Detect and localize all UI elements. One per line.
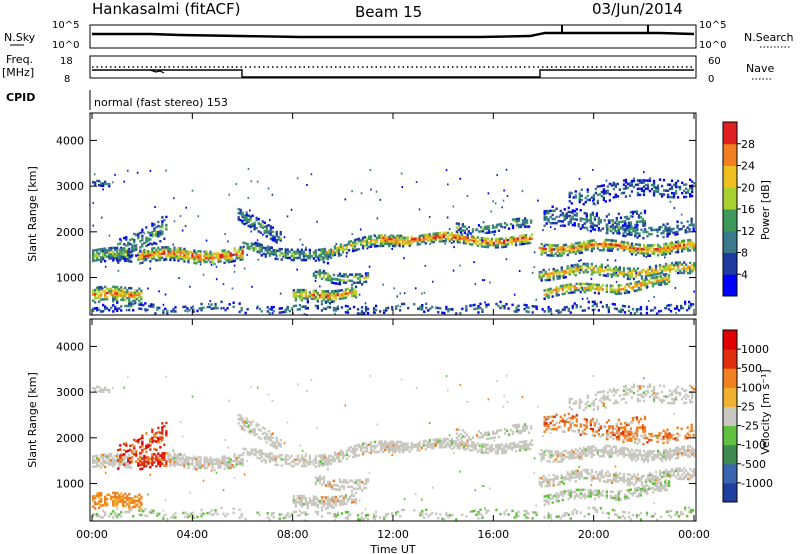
colorbar-segment [723, 349, 737, 369]
colorbar-tick: 25 [741, 400, 755, 413]
nave-tick-high: 60 [708, 56, 721, 67]
nsearch-tick-high: 10^5 [699, 20, 726, 31]
ytick-label: 3000 [56, 386, 84, 399]
nsky-trace [92, 31, 695, 39]
ytick-label: 4000 [56, 134, 84, 147]
velocity-scatter [92, 374, 696, 522]
nsky-tick-low: 10^0 [52, 40, 79, 51]
power-ylabel: Slant Range [km] [26, 166, 39, 262]
colorbar-tick: 16 [741, 203, 755, 216]
cpid-text: normal (fast stereo) 153 [94, 96, 228, 109]
power-panel: 4000 3000 2000 1000 Slant Range [km] [26, 112, 697, 316]
freq-panel: 18 8 60 0 Freq. [MHz] Nave [2, 53, 774, 85]
colorbar-tick: 8 [741, 247, 748, 260]
colorbar-segment [723, 274, 737, 297]
colorbar-tick: 28 [741, 138, 755, 151]
colorbar-segment [723, 165, 737, 188]
colorbar-segment [723, 187, 737, 210]
beam-title: Beam 15 [355, 3, 422, 21]
colorbar-tick: -25 [741, 420, 759, 433]
freq-label: Freq. [6, 53, 33, 66]
colorbar-segment [723, 425, 737, 446]
cpid-label: CPID [6, 91, 35, 104]
velocity-cbar-label: Velocity [m s⁻¹] [759, 369, 772, 454]
colorbar-tick: 1000 [741, 343, 769, 356]
colorbar-tick: 100 [741, 381, 762, 394]
ytick-label: 4000 [56, 340, 84, 353]
nsky-label: N.Sky [4, 31, 36, 44]
nsky-tick-high: 10^5 [52, 20, 79, 31]
xtick-label: 16:00 [477, 528, 509, 541]
velocity-colorbar: 1000 500 100 25 -25 -100 -500 -1000 [722, 329, 773, 503]
ytick-label: 1000 [56, 272, 84, 285]
power-scatter [92, 167, 696, 316]
colorbar-tick: -500 [741, 458, 766, 471]
time-xlabel: Time UT [369, 543, 415, 554]
velocity-ylabel: Slant Range [km] [26, 372, 39, 468]
freq-tick-high: 18 [60, 56, 73, 67]
xtick-label: 08:00 [277, 528, 309, 541]
nave-tick-low: 0 [708, 74, 714, 85]
colorbar-segment [723, 230, 737, 253]
colorbar-segment [723, 368, 737, 388]
colorbar-tick: 500 [741, 362, 762, 375]
noise-panel: 10^5 10^0 10^5 10^0 N.Sky N.Search [4, 20, 794, 51]
ytick-label: 2000 [56, 226, 84, 239]
nave-label: Nave [746, 62, 774, 75]
colorbar-segment [723, 482, 737, 503]
colorbar-segment [723, 252, 737, 275]
colorbar-segment [723, 143, 737, 166]
colorbar-tick: -100 [741, 439, 766, 452]
colorbar-segment [723, 406, 737, 427]
velocity-panel: 4000 3000 2000 1000 00:00 04:00 08:00 12:00 16:… [26, 318, 710, 554]
colorbar-segment [723, 463, 737, 484]
colorbar-tick: 12 [741, 225, 755, 238]
colorbar-tick: 24 [741, 160, 755, 173]
xtick-label: 00:00 [76, 528, 108, 541]
colorbar-tick: -1000 [741, 477, 773, 490]
colorbar-tick: 4 [741, 268, 748, 281]
power-cbar-label: Power [dB] [759, 180, 772, 240]
power-colorbar: 28 24 20 16 12 8 4 [722, 121, 755, 297]
nsearch-tick-low: 10^0 [699, 40, 726, 51]
freq-tick-low: 8 [64, 74, 70, 85]
xtick-label: 20:00 [578, 528, 610, 541]
ytick-label: 1000 [56, 478, 84, 491]
cpid-row: CPID normal (fast stereo) 153 [6, 90, 228, 110]
colorbar-segment [723, 330, 737, 350]
xtick-label: 12:00 [377, 528, 409, 541]
xtick-label: 04:00 [176, 528, 208, 541]
colorbar-segment [723, 209, 737, 232]
colorbar-segment [723, 387, 737, 407]
freq-unit-label: [MHz] [2, 66, 34, 79]
colorbar-tick: 20 [741, 181, 755, 194]
ytick-label: 3000 [56, 180, 84, 193]
nave-trace [92, 69, 694, 78]
xtick-label: 00:00 [678, 528, 710, 541]
date-title: 03/Jun/2014 [592, 0, 683, 18]
colorbar-segment [723, 444, 737, 465]
ytick-label: 2000 [56, 432, 84, 445]
station-title: Hankasalmi (fitACF) [92, 0, 240, 18]
colorbar-segment [723, 122, 737, 145]
nsearch-label: N.Search [744, 31, 794, 44]
